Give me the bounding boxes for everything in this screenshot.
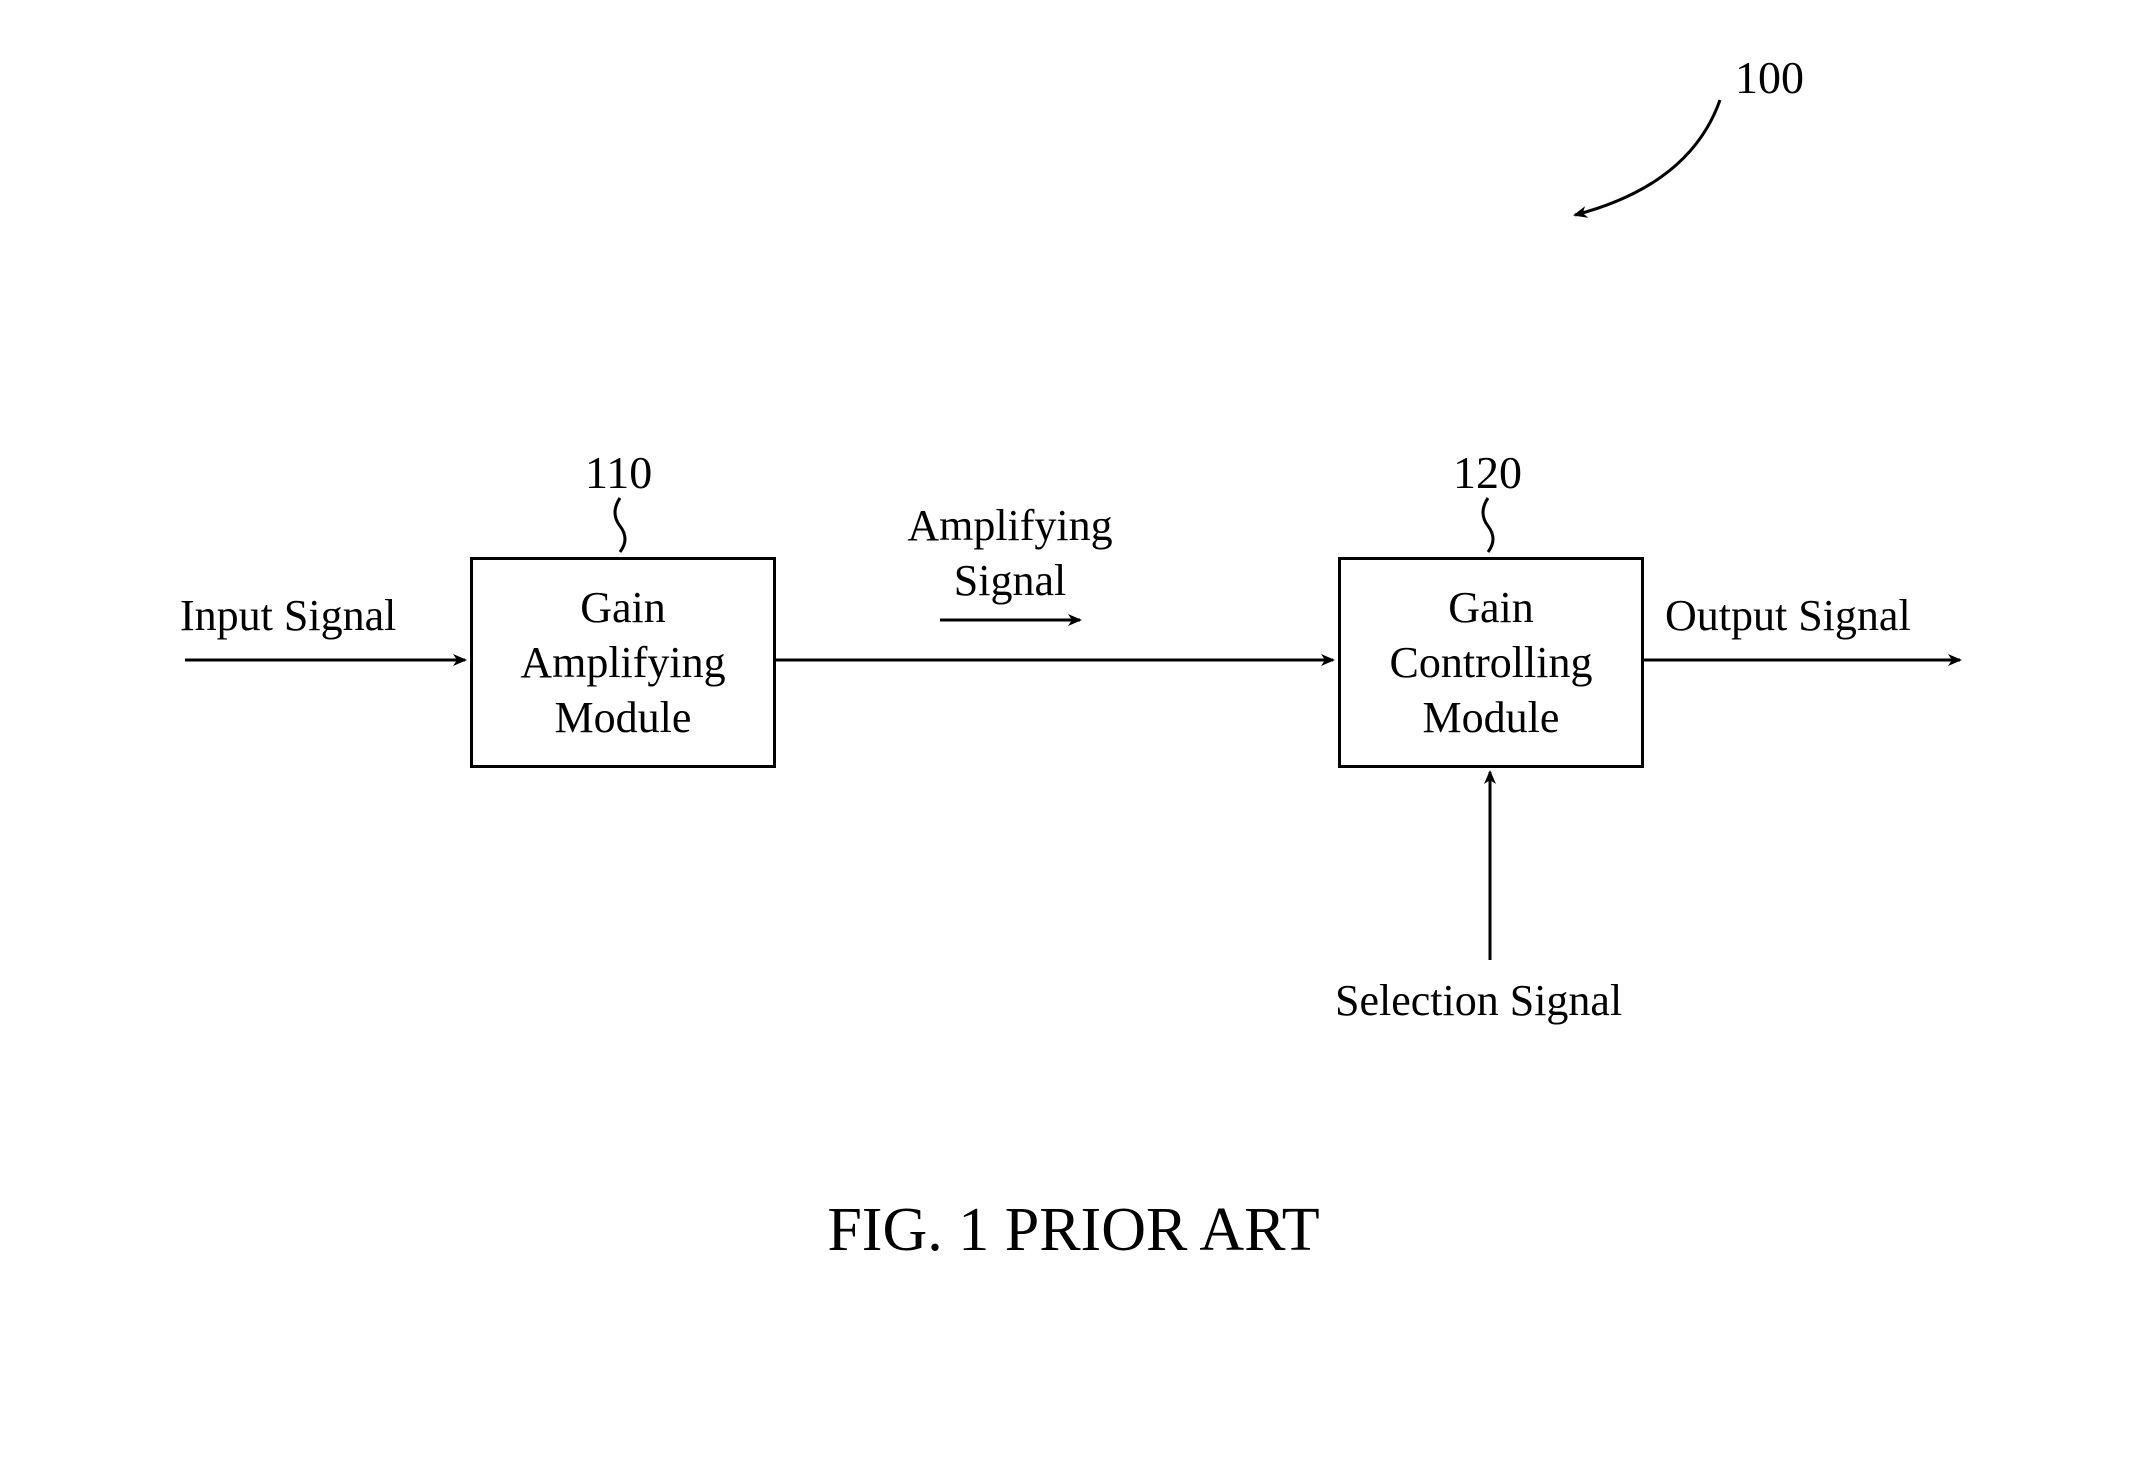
box-gain-controlling: Gain Controlling Module — [1338, 557, 1644, 768]
box-gain-amplifying: Gain Amplifying Module — [470, 557, 776, 768]
label-selection-signal: Selection Signal — [1335, 975, 1622, 1028]
ref-120-leader — [1483, 498, 1493, 552]
figure-title: FIG. 1 PRIOR ART — [0, 1195, 2147, 1266]
ref-110-leader — [615, 498, 625, 552]
label-amplifying-line1: Amplifying — [900, 500, 1120, 553]
ref-110: 110 — [585, 445, 652, 500]
ref-100-leader — [1575, 100, 1720, 215]
label-output-signal: Output Signal — [1665, 590, 1911, 643]
box-gain-amplifying-label: Gain Amplifying Module — [520, 580, 725, 745]
label-input-signal: Input Signal — [180, 590, 396, 643]
ref-120: 120 — [1453, 445, 1522, 500]
diagram-container: 100 110 120 Gain Amplifying Module Gain … — [0, 0, 2147, 1473]
label-amplifying-line2: Signal — [900, 555, 1120, 608]
box-gain-controlling-label: Gain Controlling Module — [1390, 580, 1593, 745]
ref-100: 100 — [1735, 50, 1804, 105]
